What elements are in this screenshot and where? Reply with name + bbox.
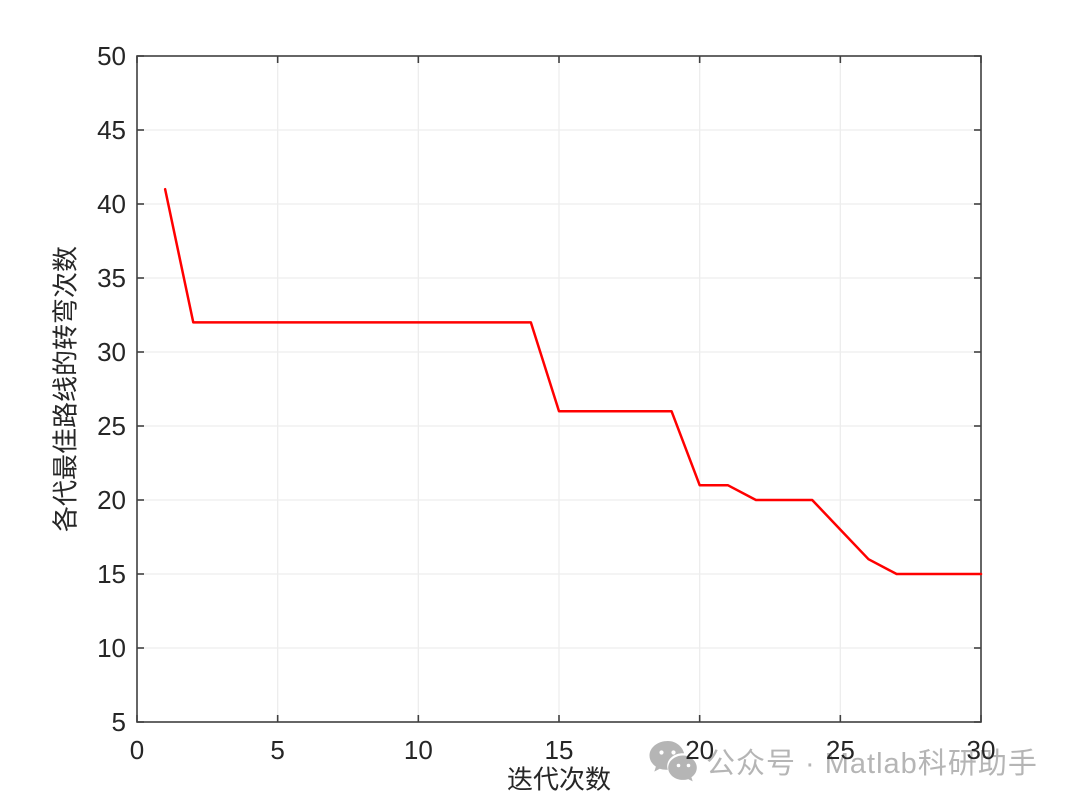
y-tick-label: 25	[97, 411, 126, 441]
x-tick-label: 30	[967, 735, 996, 765]
y-tick-label: 10	[97, 633, 126, 663]
x-tick-label: 10	[404, 735, 433, 765]
x-axis-label: 迭代次数	[506, 764, 612, 795]
y-tick-label: 35	[97, 263, 126, 293]
y-axis-label: 各代最佳路线的转弯次数	[50, 245, 81, 533]
x-tick-label: 15	[545, 735, 574, 765]
x-tick-label: 5	[270, 735, 284, 765]
x-tick-label: 25	[826, 735, 855, 765]
y-tick-label: 5	[112, 707, 126, 737]
x-tick-label: 0	[130, 735, 144, 765]
watermark: 公众号 · Matlab科研助手	[648, 740, 1038, 782]
y-tick-label: 45	[97, 115, 126, 145]
x-tick-label: 20	[685, 735, 714, 765]
y-tick-label: 20	[97, 485, 126, 515]
y-tick-label: 40	[97, 189, 126, 219]
watermark-text: 公众号 · Matlab科研助手	[706, 748, 1038, 780]
y-tick-label: 50	[97, 41, 126, 71]
wechat-icon	[649, 741, 697, 782]
data-line	[163, 187, 983, 576]
y-tick-label: 15	[97, 559, 126, 589]
y-tick-label: 30	[97, 337, 126, 367]
